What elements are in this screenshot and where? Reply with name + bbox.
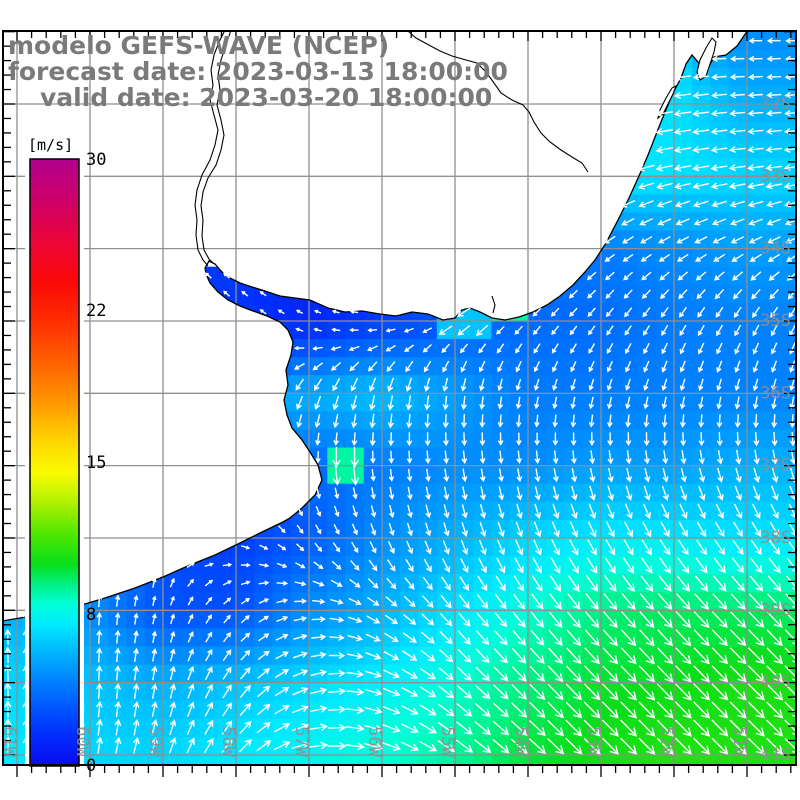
lat-label: 34S [760,239,791,259]
direction-arrows-layer [4,37,797,755]
lat-label: 38S [760,528,791,548]
lat-label: 35S [760,311,791,331]
lon-label: 56W [364,726,384,757]
grid-lines [2,30,797,766]
lat-label: 33S [760,166,791,186]
colorbar-gradient [29,158,80,767]
lon-label: 53W [583,726,603,757]
lon-label: 58W [218,726,238,757]
latitude-labels: 32S 33S 34S 35S 36S 37S 38S 39S 40S 41S [760,94,791,765]
colorbar-tick-label: 22 [86,301,106,321]
lat-label: 37S [760,456,791,476]
lat-label: 39S [760,600,791,620]
title-block: modelo GEFS-WAVE (NCEP) forecast date: 2… [8,31,508,112]
colorbar: [m/s] 30 22 15 8 0 [25,136,106,776]
axis-ticks [4,31,795,777]
colorbar-unit-label: [m/s] [28,136,73,154]
lat-label: 41S [760,745,791,765]
colorbar-tick-label: 30 [86,150,106,170]
lon-label: 55W [437,726,457,757]
map-frame [2,30,797,766]
lon-label: 61W [0,726,19,757]
land-layer [2,30,748,621]
title-line-1: modelo GEFS-WAVE (NCEP) [8,31,389,60]
lon-label: 59W [145,726,165,757]
lon-label: 57W [291,726,311,757]
lon-label: 54W [510,726,530,757]
lat-label: 32S [760,94,791,114]
lat-label: 36S [760,383,791,403]
coastline [2,30,749,622]
lon-label: 52W [656,726,676,757]
lat-label: 40S [760,673,791,693]
title-line-3: valid date: 2023-03-20 18:00:00 [40,83,492,112]
lon-label: 51W [729,726,749,757]
longitude-labels: 61W 60W 59W 58W 57W 56W 55W 54W 53W 52W 51W [0,726,749,757]
colorbar-tick-label: 15 [86,453,106,473]
colorbar-tick-label: 8 [86,605,96,625]
lon-label: 60W [72,726,92,757]
title-line-2: forecast date: 2023-03-13 18:00:00 [8,57,508,86]
